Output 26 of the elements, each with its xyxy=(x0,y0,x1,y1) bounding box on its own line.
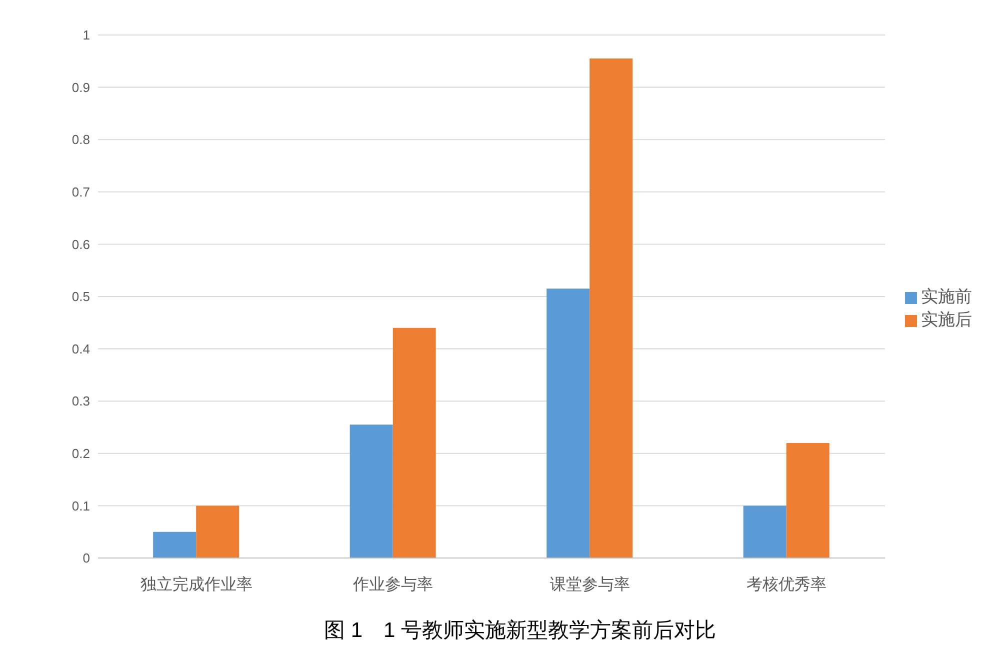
y-tick-label: 0.9 xyxy=(72,80,90,95)
y-tick-label: 0.7 xyxy=(72,184,90,200)
x-tick-label: 独立完成作业率 xyxy=(140,575,252,594)
text: 图 1 1 号教师实施新型教学方案前后对比 xyxy=(322,618,718,644)
y-tick-label: 0.8 xyxy=(72,132,90,148)
y-tick-label: 0.2 xyxy=(72,446,90,462)
y-tick-label: 0 xyxy=(82,550,90,566)
y-tick-label: 0.6 xyxy=(72,236,90,252)
bar xyxy=(546,288,590,558)
x-tick-label: 考核优秀率 xyxy=(746,575,827,594)
bar xyxy=(743,506,786,558)
legend-label: 实施前 xyxy=(921,287,972,306)
bar xyxy=(350,424,393,558)
y-tick-label: 0.3 xyxy=(72,394,90,409)
y-tick-label: 0.4 xyxy=(72,341,90,356)
legend-label: 实施后 xyxy=(921,310,972,329)
bar xyxy=(196,506,240,558)
x-tick-label: 课堂参与率 xyxy=(550,575,630,594)
y-tick-label: 0.5 xyxy=(72,289,90,304)
bar xyxy=(786,442,830,558)
y-tick-label: 1 xyxy=(82,28,90,43)
bar xyxy=(590,58,633,558)
y-tick-label: 0.1 xyxy=(72,498,90,514)
bar xyxy=(392,328,436,558)
x-tick-label: 作业参与率 xyxy=(352,575,434,594)
bar xyxy=(153,532,196,558)
